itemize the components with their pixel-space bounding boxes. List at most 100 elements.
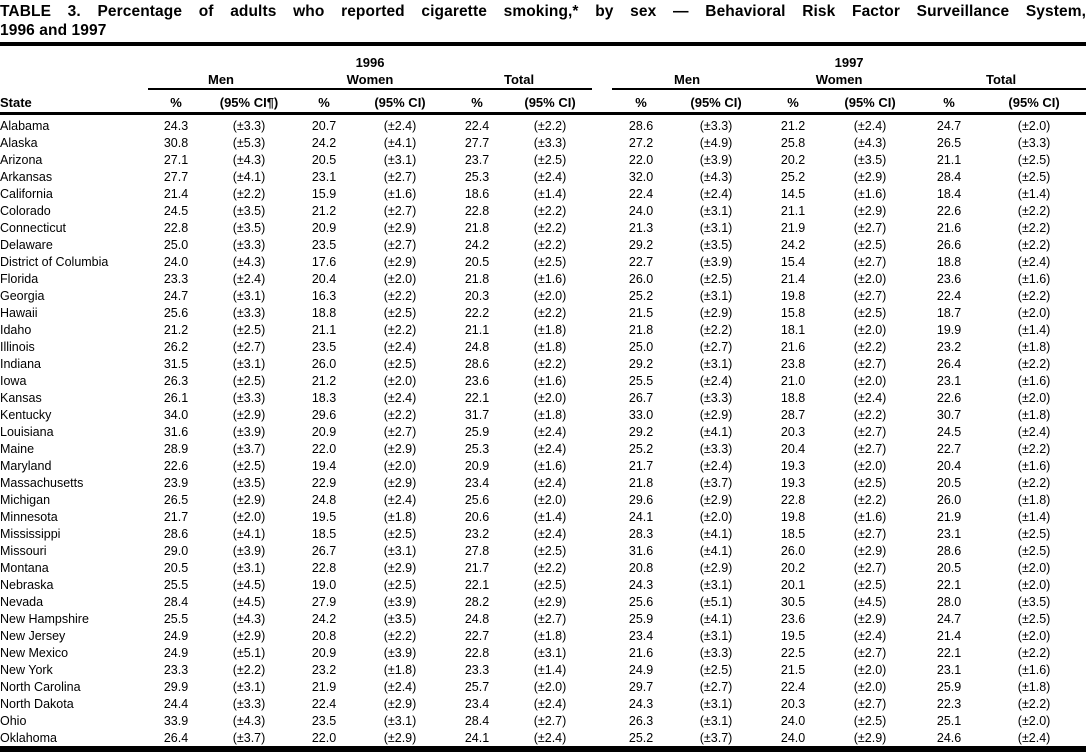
value-cell: (±2.0) [533, 680, 567, 694]
value-cell: 21.8 [628, 323, 654, 337]
table-row: Hawaii 25.6 (±3.3) 18.8 (±2.5) 22.2 (±2.2) 21.5… [0, 305, 1086, 322]
value-cell: 24.4 [163, 697, 189, 711]
year-header-row: 1996 1997 [0, 46, 1086, 70]
value-cell: 26.3 [628, 714, 654, 728]
value-cell: (±2.0) [383, 374, 417, 388]
value-cell: (±2.2) [1017, 646, 1051, 660]
value-cell: 26.0 [628, 272, 654, 286]
ci-header-1997-women: (95% CI) [824, 89, 917, 115]
value-cell: (±2.9) [383, 697, 417, 711]
value-cell: (±3.3) [1017, 136, 1051, 150]
value-cell: (±4.5) [232, 578, 266, 592]
state-cell: Maryland [0, 459, 52, 473]
value-cell: (±3.1) [699, 204, 733, 218]
value-cell: 28.2 [464, 595, 490, 609]
value-cell: 20.5 [936, 476, 962, 490]
value-cell: (±2.4) [853, 391, 887, 405]
year-header-spacer [0, 46, 148, 70]
value-cell: (±2.9) [383, 221, 417, 235]
value-cell: 31.6 [163, 425, 189, 439]
column-gap [592, 220, 612, 237]
value-cell: 23.3 [163, 272, 189, 286]
table-row: Montana 20.5 (±3.1) 22.8 (±2.9) 21.7 (±2.2) 20.… [0, 560, 1086, 577]
value-cell: 15.8 [780, 306, 806, 320]
value-cell: 25.6 [464, 493, 490, 507]
value-cell: 20.3 [780, 425, 806, 439]
value-cell: (±3.1) [533, 646, 567, 660]
value-cell: 19.9 [936, 323, 962, 337]
value-cell: 22.8 [780, 493, 806, 507]
state-cell: District of Columbia [0, 255, 109, 269]
column-gap [592, 458, 612, 475]
header-1996-total: Total [446, 70, 593, 90]
value-cell: (±2.2) [533, 561, 567, 575]
value-cell: 23.2 [464, 527, 490, 541]
value-cell: 19.3 [780, 476, 806, 490]
header-1997-women: Women [762, 70, 917, 90]
value-cell: (±2.4) [383, 680, 417, 694]
value-cell: 18.5 [780, 527, 806, 541]
value-cell: (±2.7) [853, 221, 887, 235]
value-cell: (±2.5) [853, 578, 887, 592]
value-cell: 25.3 [464, 442, 490, 456]
value-cell: (±2.7) [853, 255, 887, 269]
value-cell: 30.5 [780, 595, 806, 609]
value-cell: (±2.4) [383, 493, 417, 507]
value-cell: (±2.2) [1017, 204, 1051, 218]
value-cell: 27.8 [464, 544, 490, 558]
value-cell: (±2.5) [853, 476, 887, 490]
value-cell: (±2.4) [853, 119, 887, 133]
value-cell: (±1.8) [533, 629, 567, 643]
value-cell: (±2.5) [533, 544, 567, 558]
value-cell: (±2.7) [383, 425, 417, 439]
value-cell: 23.2 [311, 663, 337, 677]
value-cell: 20.2 [780, 561, 806, 575]
value-cell: (±1.6) [853, 187, 887, 201]
value-cell: 21.6 [936, 221, 962, 235]
value-cell: 28.4 [936, 170, 962, 184]
value-cell: 25.2 [628, 442, 654, 456]
value-cell: 21.9 [780, 221, 806, 235]
value-cell: 22.4 [780, 680, 806, 694]
table-row: Illinois 26.2 (±2.7) 23.5 (±2.4) 24.8 (±1.8) 25… [0, 339, 1086, 356]
value-cell: (±2.5) [1017, 527, 1051, 541]
value-cell: (±3.3) [232, 119, 266, 133]
value-cell: 25.3 [464, 170, 490, 184]
value-cell: 29.2 [628, 425, 654, 439]
value-cell: 22.6 [936, 391, 962, 405]
value-cell: (±2.0) [1017, 578, 1051, 592]
value-cell: 24.2 [464, 238, 490, 252]
value-cell: 20.7 [311, 119, 337, 133]
ci-header-1997-men: (95% CI) [670, 89, 763, 115]
value-cell: 19.8 [780, 289, 806, 303]
value-cell: (±2.7) [853, 357, 887, 371]
value-cell: 29.2 [628, 357, 654, 371]
ci-header-1996-women: (95% CI) [354, 89, 446, 115]
value-cell: 26.0 [936, 493, 962, 507]
value-cell: (±2.2) [853, 493, 887, 507]
state-cell: Massachusetts [0, 476, 84, 490]
value-cell: (±1.4) [533, 187, 567, 201]
value-cell: 26.4 [163, 731, 189, 745]
value-cell: (±4.1) [232, 527, 266, 541]
value-cell: (±2.2) [1017, 442, 1051, 456]
value-cell: (±4.3) [232, 153, 266, 167]
value-cell: 22.8 [311, 561, 337, 575]
column-gap [592, 611, 612, 628]
value-cell: (±2.5) [1017, 544, 1051, 558]
value-cell: 28.7 [780, 408, 806, 422]
column-gap [592, 186, 612, 203]
value-cell: (±4.3) [853, 136, 887, 150]
value-cell: 26.1 [163, 391, 189, 405]
state-cell: Colorado [0, 204, 51, 218]
column-gap [592, 305, 612, 322]
value-cell: (±1.6) [383, 187, 417, 201]
value-cell: (±2.5) [533, 578, 567, 592]
value-cell: 26.0 [311, 357, 337, 371]
value-cell: (±1.8) [383, 510, 417, 524]
value-cell: (±2.5) [232, 459, 266, 473]
value-cell: 27.7 [464, 136, 490, 150]
value-cell: (±2.4) [699, 187, 733, 201]
value-cell: (±3.1) [699, 697, 733, 711]
